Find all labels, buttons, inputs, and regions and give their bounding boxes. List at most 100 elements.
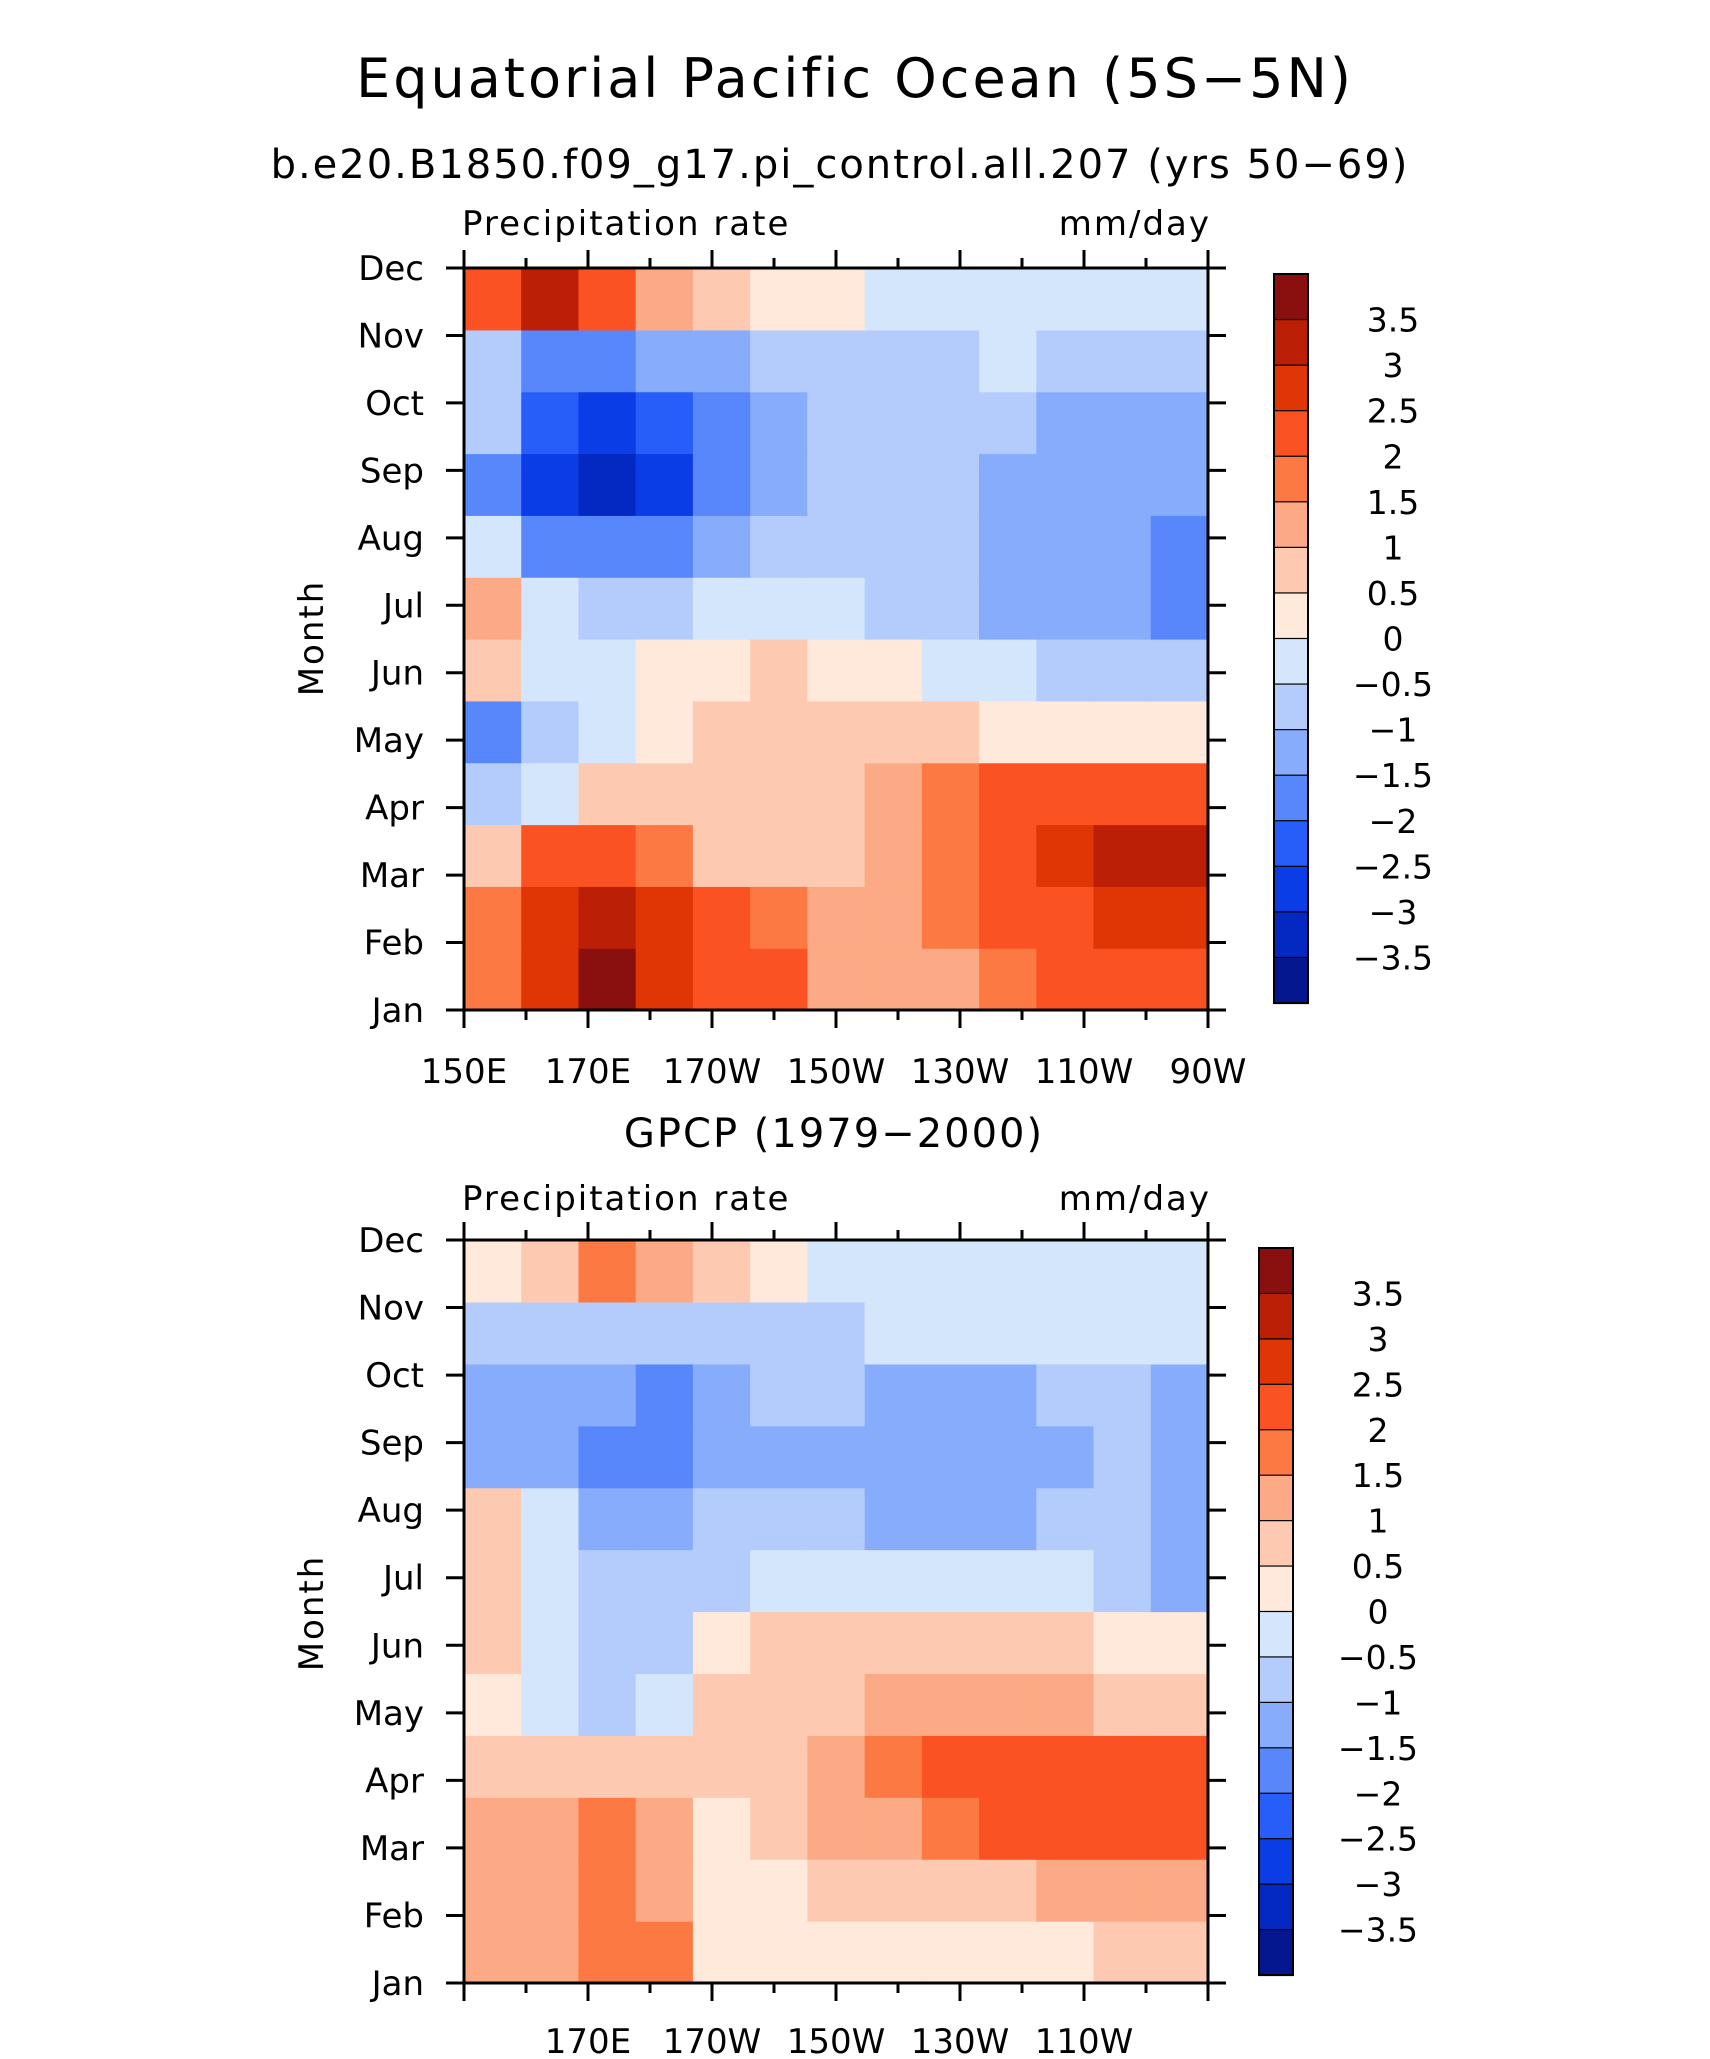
heatmap-cell	[750, 762, 808, 826]
heatmap-cell	[635, 1859, 694, 1922]
heatmap-cell	[807, 1487, 866, 1551]
y-tick-label: Apr	[365, 789, 424, 829]
colorbar-label: −1.5	[1338, 1729, 1418, 1768]
heatmap-cell	[750, 1487, 808, 1551]
heatmap-cell	[921, 1301, 980, 1365]
heatmap-cell	[464, 824, 522, 887]
heatmap-cell	[807, 700, 866, 764]
heatmap-cell	[1093, 391, 1152, 455]
heatmap-cell	[750, 1735, 808, 1798]
colorbar: 3.5 3 2.5 2 1.5 1 0.5 0 −0.5 −1 −1.5 −2 −2.5 −3 −3.5	[1258, 1247, 1418, 1977]
heatmap-cell	[692, 948, 751, 1011]
y-tick-labels: Jan Feb Mar Apr May Jun Jul Aug Sep Oct Nov Dec	[354, 249, 1226, 1031]
heatmap-cell	[979, 639, 1037, 702]
heatmap-cell	[521, 886, 580, 949]
heatmap-cell	[692, 1425, 751, 1489]
heatmap-cell	[864, 1673, 923, 1736]
heatmap-cell	[1093, 1487, 1152, 1551]
colorbar-label: −3.5	[1353, 938, 1433, 977]
colorbar-label: −3.5	[1338, 1911, 1418, 1950]
heatmap-cell	[921, 824, 980, 887]
colorbar-label: 1.5	[1352, 1456, 1404, 1495]
heatmap-cell	[464, 329, 522, 393]
x-tick-label: 110W	[1035, 1052, 1134, 1092]
x-tick-label: 90W	[1170, 1052, 1247, 1092]
heatmap-cell	[521, 515, 580, 578]
heatmap-cell	[464, 1859, 522, 1922]
colorbar-label: 3	[1368, 1320, 1389, 1359]
heatmap-cell	[979, 762, 1037, 826]
heatmap-cell	[979, 1240, 1037, 1303]
heatmap-cell	[692, 1673, 751, 1736]
colorbar-box	[1273, 683, 1309, 731]
heatmap-cell	[921, 639, 980, 702]
heatmap-cell	[921, 1549, 980, 1613]
heatmap-cell	[1036, 762, 1095, 826]
heatmap-cell	[635, 1240, 694, 1303]
x-tick-labels: 170E 170W 150W 130W 110W	[462, 1222, 1210, 2059]
heatmap-cell	[1150, 700, 1209, 764]
heatmap-cell	[521, 1859, 580, 1922]
heatmap-cell	[464, 1673, 522, 1736]
y-tick-label: Aug	[358, 519, 424, 559]
heatmap-cell	[692, 1549, 751, 1613]
heatmap-cell	[1036, 1735, 1095, 1798]
colorbar-box	[1258, 1792, 1294, 1840]
variable-label: Precipitation rate	[462, 204, 790, 244]
colorbar-label: 0	[1368, 1593, 1389, 1632]
heatmap-cell	[864, 1797, 923, 1860]
heatmap-cell	[1036, 1363, 1095, 1427]
heatmap-cell	[1036, 1859, 1095, 1922]
heatmap-cell	[750, 1797, 808, 1860]
heatmap-cell	[464, 268, 522, 331]
heatmap-cell	[1150, 515, 1209, 578]
y-tick-label: Mar	[360, 1829, 424, 1869]
heatmap-cell	[979, 453, 1037, 516]
heatmap-cell	[750, 824, 808, 887]
heatmap-cell	[807, 948, 866, 1011]
heatmap-cell	[521, 1240, 580, 1303]
heatmap-cell	[1036, 948, 1095, 1011]
colorbar-label: 0	[1383, 620, 1404, 659]
heatmap-cell	[807, 577, 866, 640]
heatmap-cell	[578, 700, 637, 764]
heatmap-cell	[578, 1611, 637, 1675]
heatmap-cell	[1093, 329, 1152, 393]
colorbar-box	[1258, 1838, 1294, 1886]
heatmap-cell	[578, 577, 637, 640]
heatmap-cell	[1036, 1425, 1095, 1489]
heatmap-cell	[578, 1549, 637, 1613]
heatmap-cell	[864, 1301, 923, 1365]
heatmap-cell	[464, 700, 522, 764]
heatmap-cell	[807, 1797, 866, 1860]
heatmap-cell	[464, 1611, 522, 1675]
heatmap-cell	[635, 391, 694, 455]
heatmap-cell	[578, 453, 637, 516]
colorbar-label: 0.5	[1352, 1547, 1404, 1586]
heatmap-cell	[921, 1240, 980, 1303]
heatmap-cell	[1093, 762, 1152, 826]
heatmap-cell	[1093, 1240, 1152, 1303]
heatmap-cell	[750, 453, 808, 516]
heatmap-cell	[464, 1797, 522, 1860]
heatmap-cell	[807, 762, 866, 826]
heatmap-cell	[464, 1363, 522, 1427]
heatmap-cell	[692, 1363, 751, 1427]
colorbar-box	[1273, 455, 1309, 503]
heatmap-cell	[1150, 1921, 1209, 1984]
y-tick-label: Nov	[358, 316, 424, 356]
colorbar-box	[1258, 1883, 1294, 1931]
heatmap-cell	[807, 391, 866, 455]
heatmap-cell	[635, 1549, 694, 1613]
colorbar-box	[1258, 1383, 1294, 1431]
heatmap-cell	[635, 1425, 694, 1489]
heatmap-cell	[1036, 268, 1095, 331]
heatmap-cell	[1093, 639, 1152, 702]
heatmap-cell	[692, 1301, 751, 1365]
x-tick-label: 150E	[421, 1052, 507, 1092]
heatmap-cell	[692, 515, 751, 578]
heatmap-cell	[807, 639, 866, 702]
heatmap-cell	[1036, 515, 1095, 578]
heatmap-cell	[1150, 948, 1209, 1011]
heatmap-cell	[921, 1859, 980, 1922]
